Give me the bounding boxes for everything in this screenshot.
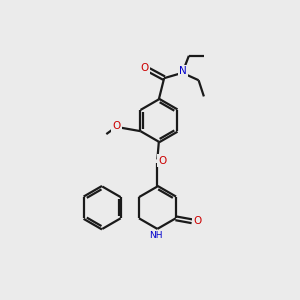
Text: O: O (112, 121, 121, 131)
Text: NH: NH (149, 231, 163, 240)
Text: N: N (179, 66, 187, 76)
Text: O: O (193, 216, 201, 226)
Text: O: O (141, 63, 149, 73)
Text: O: O (158, 156, 167, 166)
